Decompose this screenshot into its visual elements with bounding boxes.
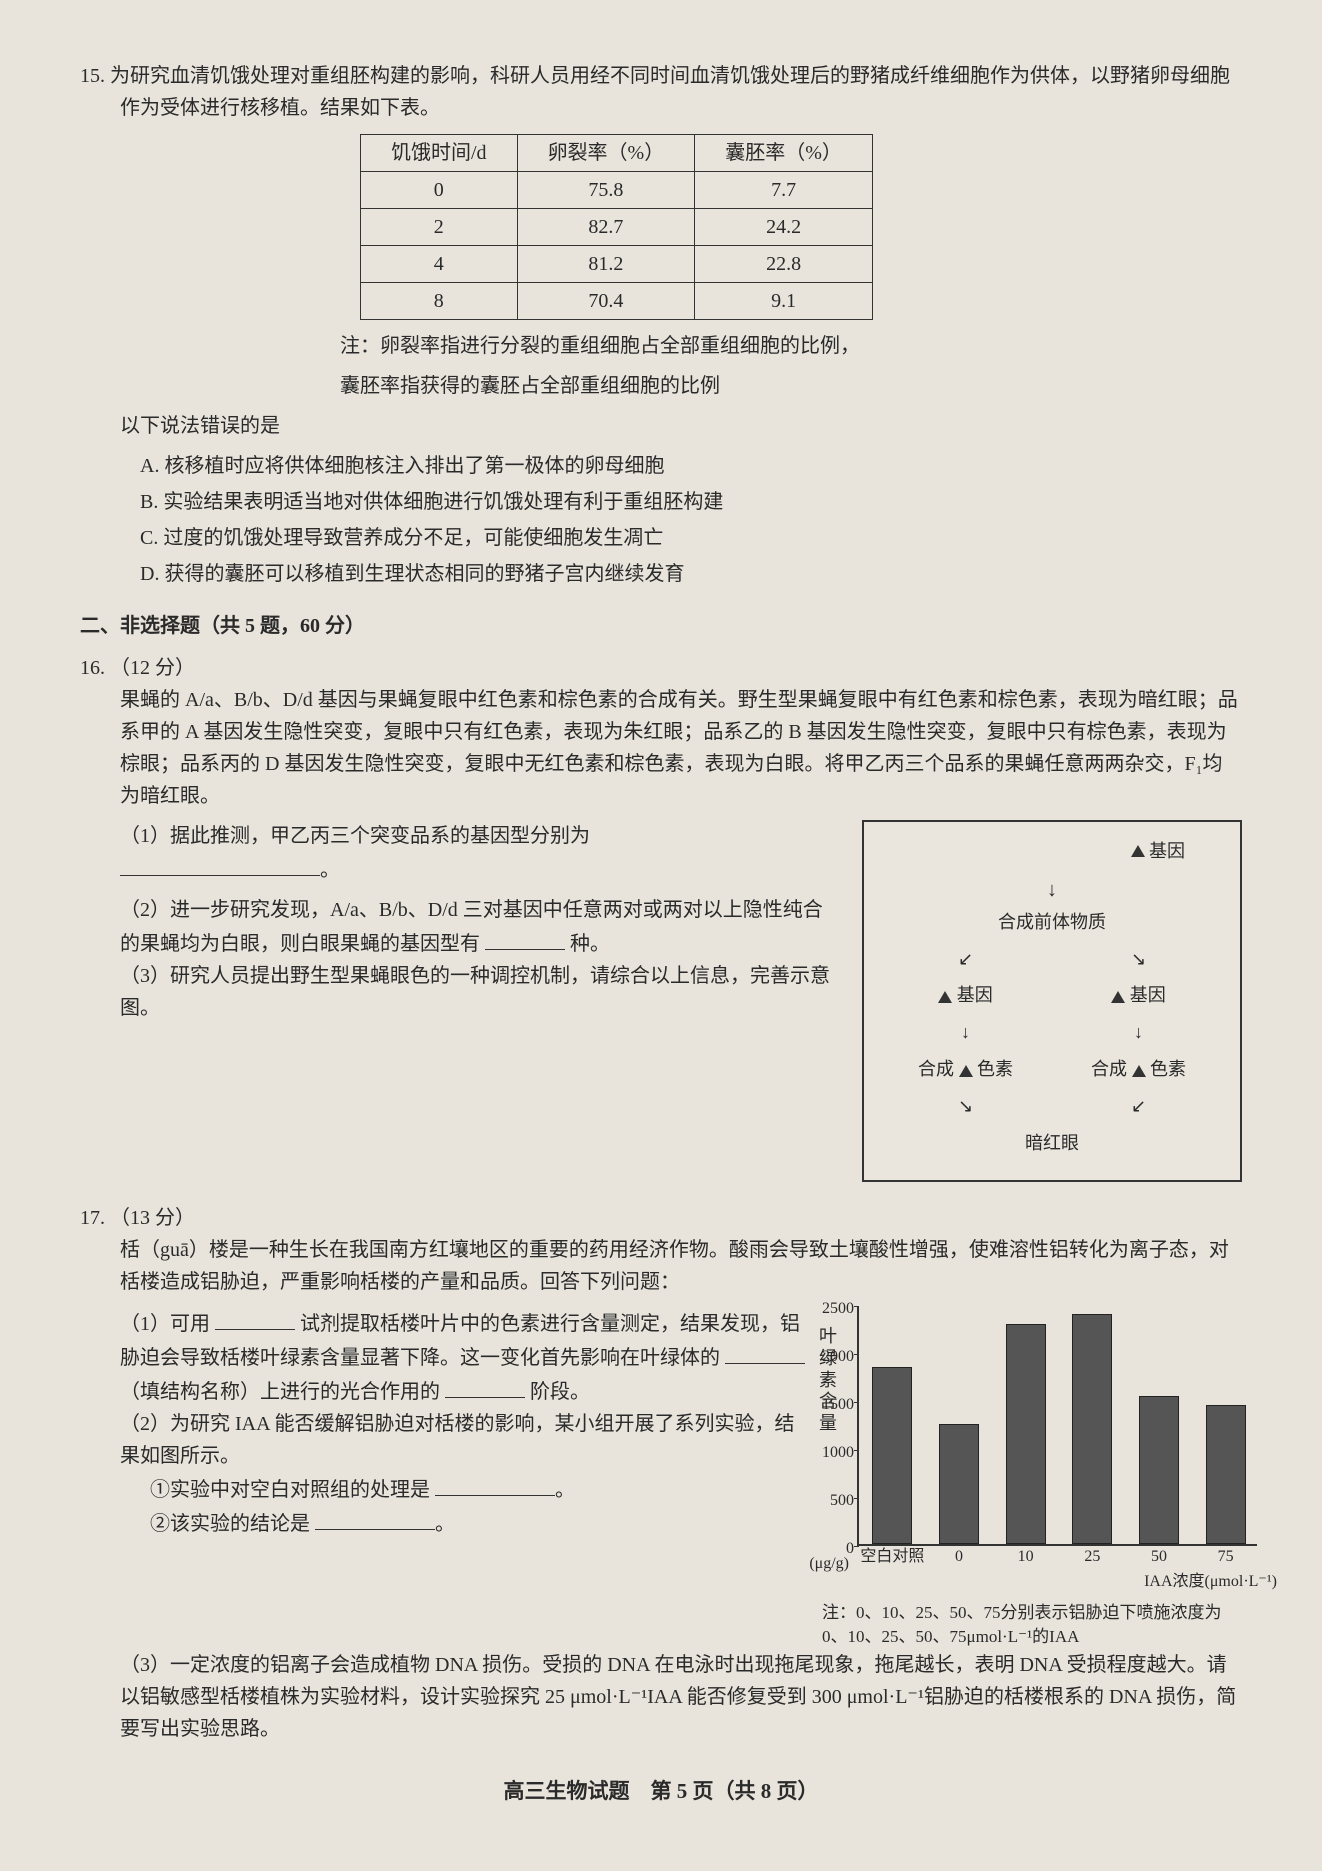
y-axis-title: 叶绿素含量 bbox=[819, 1326, 839, 1434]
sub2-label: （2） bbox=[120, 1413, 170, 1435]
y-tick-label: 1500 bbox=[804, 1392, 854, 1418]
diagram-top: 基因 bbox=[879, 837, 1225, 866]
q15-note1: 注：卵裂率指进行分裂的重组细胞占全部重组细胞的比例， bbox=[80, 330, 1242, 362]
q16-body: （1）据此推测，甲乙丙三个突变品系的基因型分别为 。 （2）进一步研究发现，A/… bbox=[80, 820, 1242, 1182]
y-tick-label: 500 bbox=[804, 1488, 854, 1514]
bar bbox=[1206, 1405, 1246, 1544]
x-axis-title: IAA浓度(μmol·L⁻¹) bbox=[1144, 1569, 1277, 1595]
th-2: 囊胚率（%） bbox=[695, 135, 873, 172]
blank-answer bbox=[215, 1306, 295, 1330]
x-tick-label: 50 bbox=[1151, 1544, 1167, 1570]
blank-answer bbox=[435, 1472, 555, 1496]
table-header-row: 饥饿时间/d 卵裂率（%） 囊胚率（%） bbox=[361, 135, 873, 172]
triangle-icon bbox=[1132, 1065, 1146, 1077]
bar bbox=[872, 1367, 912, 1545]
q17-points: （13 分） bbox=[110, 1207, 195, 1229]
q17-sub1: （1）可用 试剂提取栝楼叶片中的色素进行含量测定，结果发现，铝胁迫会导致栝楼叶绿… bbox=[120, 1306, 807, 1408]
blank-answer bbox=[120, 852, 320, 876]
blank-answer bbox=[445, 1374, 525, 1398]
q15-table: 饥饿时间/d 卵裂率（%） 囊胚率（%） 0 75.8 7.7 2 82.7 2… bbox=[360, 134, 873, 320]
gene-diagram: 基因 ↓ 合成前体物质 ↙↘ 基因 基因 ↓↓ 合成 色素 合成 色素 ↘↙ bbox=[862, 820, 1242, 1182]
table-row: 8 70.4 9.1 bbox=[361, 283, 873, 320]
q17-number: 17. bbox=[80, 1207, 105, 1229]
section-2-title: 二、非选择题（共 5 题，60 分） bbox=[80, 610, 1242, 642]
triangle-icon bbox=[959, 1065, 973, 1077]
triangle-icon bbox=[1111, 991, 1125, 1003]
bar bbox=[1006, 1324, 1046, 1545]
x-tick-label: 10 bbox=[1018, 1544, 1034, 1570]
table-row: 0 75.8 7.7 bbox=[361, 172, 873, 209]
q16-sub2: （2）进一步研究发现，A/a、B/b、D/d 三对基因中任意两对或两对以上隐性纯… bbox=[120, 894, 842, 960]
bar bbox=[939, 1424, 979, 1544]
diagram-split: ↙↘ bbox=[879, 945, 1225, 974]
diagram-result: 暗红眼 bbox=[879, 1129, 1225, 1158]
sub1-label: （1） bbox=[120, 1313, 170, 1335]
q15-text: 为研究血清饥饿处理对重组胚构建的影响，科研人员用经不同时间血清饥饿处理后的野猪成… bbox=[110, 65, 1230, 119]
q17-text: 栝（guā）楼是一种生长在我国南方红壤地区的重要的药用经济作物。酸雨会导致土壤酸… bbox=[80, 1234, 1242, 1298]
sub1-label: （1） bbox=[120, 825, 170, 847]
y-tick-label: 2500 bbox=[804, 1296, 854, 1322]
q17-header: 17. （13 分） bbox=[80, 1202, 1242, 1234]
triangle-icon bbox=[938, 991, 952, 1003]
q16-sub3: （3）研究人员提出野生型果蝇眼色的一种调控机制，请综合以上信息，完善示意图。 bbox=[120, 960, 842, 1024]
option-a: A. 核移植时应将供体细胞核注入排出了第一极体的卵母细胞 bbox=[80, 450, 1242, 482]
q15-note2: 囊胚率指获得的囊胚占全部重组细胞的比例 bbox=[80, 370, 1242, 402]
question-15: 15. 为研究血清饥饿处理对重组胚构建的影响，科研人员用经不同时间血清饥饿处理后… bbox=[80, 60, 1242, 590]
diagram-genes: 基因 基因 bbox=[879, 981, 1225, 1010]
diagram-arrows: ↓↓ bbox=[879, 1018, 1225, 1047]
diagram-precursor: 合成前体物质 bbox=[879, 908, 1225, 937]
x-tick-label: 空白对照 bbox=[860, 1544, 924, 1570]
diagram-synthesis: 合成 色素 合成 色素 bbox=[879, 1055, 1225, 1084]
option-b: B. 实验结果表明适当地对供体细胞进行饥饿处理有利于重组胚构建 bbox=[80, 486, 1242, 518]
q17-sub2: （2）为研究 IAA 能否缓解铝胁迫对栝楼的影响，某小组开展了系列实验，结果如图… bbox=[120, 1408, 807, 1472]
th-1: 卵裂率（%） bbox=[517, 135, 695, 172]
q17-sub2-2: ②该实验的结论是 。 bbox=[120, 1506, 807, 1540]
q17-body: （1）可用 试剂提取栝楼叶片中的色素进行含量测定，结果发现，铝胁迫会导致栝楼叶绿… bbox=[80, 1306, 1242, 1649]
bar-chart: 叶绿素含量 05001000150020002500(μg/g)空白对照0102… bbox=[857, 1306, 1257, 1546]
q16-subquestions: （1）据此推测，甲乙丙三个突变品系的基因型分别为 。 （2）进一步研究发现，A/… bbox=[120, 820, 842, 1182]
q16-text: 果蝇的 A/a、B/b、D/d 基因与果蝇复眼中红色素和棕色素的合成有关。野生型… bbox=[80, 684, 1242, 812]
x-tick-label: 0 bbox=[955, 1544, 963, 1570]
table-row: 2 82.7 24.2 bbox=[361, 209, 873, 246]
question-16: 16. （12 分） 果蝇的 A/a、B/b、D/d 基因与果蝇复眼中红色素和棕… bbox=[80, 652, 1242, 1182]
option-c: C. 过度的饥饿处理导致营养成分不足，可能使细胞发生凋亡 bbox=[80, 522, 1242, 554]
sub2-label: （2） bbox=[120, 899, 170, 921]
y-unit: (μg/g) bbox=[799, 1551, 849, 1577]
q16-header: 16. （12 分） bbox=[80, 652, 1242, 684]
sub3-label: （3） bbox=[120, 1654, 170, 1676]
th-0: 饥饿时间/d bbox=[361, 135, 518, 172]
table-row: 4 81.2 22.8 bbox=[361, 246, 873, 283]
bar bbox=[1072, 1314, 1112, 1544]
x-tick-label: 75 bbox=[1218, 1544, 1234, 1570]
q15-number: 15. bbox=[80, 65, 105, 87]
q17-sub3: （3）一定浓度的铝离子会造成植物 DNA 损伤。受损的 DNA 在电泳时出现拖尾… bbox=[80, 1649, 1242, 1745]
bar bbox=[1139, 1396, 1179, 1545]
blank-answer bbox=[725, 1340, 805, 1364]
option-d: D. 获得的囊胚可以移植到生理状态相同的野猪子宫内继续发育 bbox=[80, 558, 1242, 590]
question-17: 17. （13 分） 栝（guā）楼是一种生长在我国南方红壤地区的重要的药用经济… bbox=[80, 1202, 1242, 1745]
page-footer: 高三生物试题 第 5 页（共 8 页） bbox=[80, 1775, 1242, 1809]
q16-number: 16. bbox=[80, 657, 105, 679]
q17-sub2-1: ①实验中对空白对照组的处理是 。 bbox=[120, 1472, 807, 1506]
blank-answer bbox=[485, 926, 565, 950]
x-tick-label: 25 bbox=[1084, 1544, 1100, 1570]
chart-note: 注：0、10、25、50、75分别表示铝胁迫下喷施浓度为0、10、25、50、7… bbox=[822, 1601, 1242, 1649]
q15-question: 以下说法错误的是 bbox=[80, 410, 1242, 442]
y-tick-label: 2000 bbox=[804, 1344, 854, 1370]
triangle-icon bbox=[1131, 845, 1145, 857]
q15-stem: 15. 为研究血清饥饿处理对重组胚构建的影响，科研人员用经不同时间血清饥饿处理后… bbox=[80, 60, 1242, 124]
diagram-merge: ↘↙ bbox=[879, 1092, 1225, 1121]
q17-subquestions: （1）可用 试剂提取栝楼叶片中的色素进行含量测定，结果发现，铝胁迫会导致栝楼叶绿… bbox=[120, 1306, 807, 1649]
chart-area: 叶绿素含量 05001000150020002500(μg/g)空白对照0102… bbox=[822, 1306, 1242, 1649]
arrow-icon: ↓ bbox=[879, 874, 1225, 906]
q16-points: （12 分） bbox=[110, 657, 195, 679]
blank-answer bbox=[315, 1506, 435, 1530]
y-tick-label: 1000 bbox=[804, 1440, 854, 1466]
sub3-label: （3） bbox=[120, 965, 170, 987]
q16-sub1: （1）据此推测，甲乙丙三个突变品系的基因型分别为 bbox=[120, 820, 842, 852]
